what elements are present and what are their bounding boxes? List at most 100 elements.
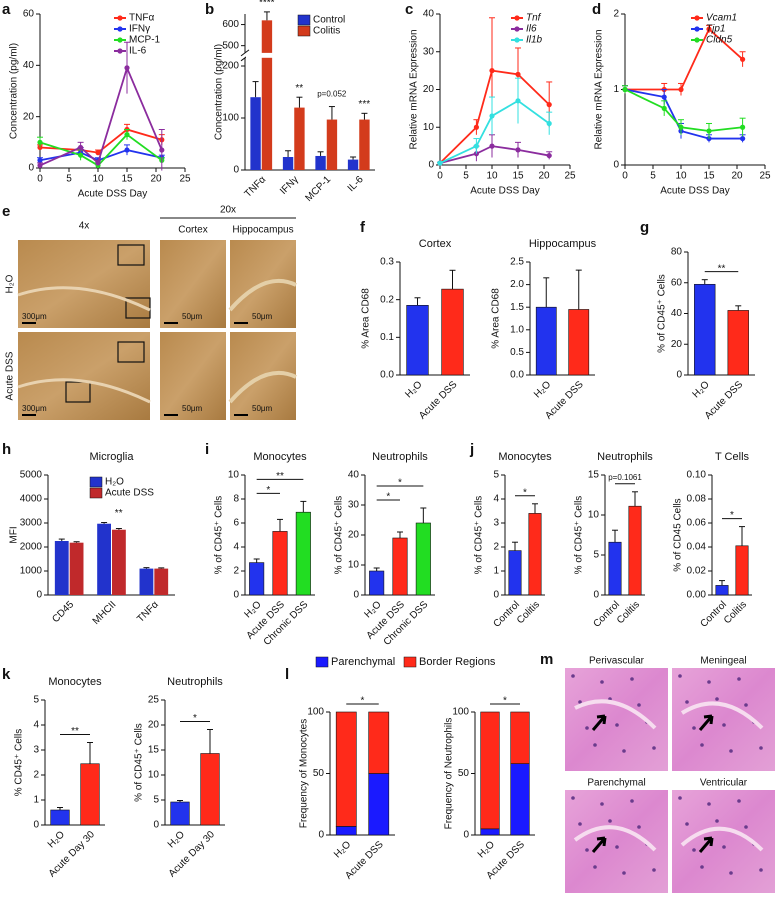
point	[78, 144, 84, 151]
legend-swatch	[403, 656, 417, 668]
panel-letter: d	[592, 1, 601, 18]
legend-swatch	[117, 15, 123, 21]
nucleus	[637, 703, 641, 707]
micrograph	[18, 240, 150, 328]
nucleus	[622, 749, 626, 753]
y-tick-label: 60	[23, 9, 35, 20]
legend-swatch	[694, 37, 700, 43]
y-tick-label: 80	[671, 247, 683, 258]
x-axis-label: Acute DSS Day	[78, 189, 147, 200]
y-axis-label: Relative mRNA Expression	[594, 29, 605, 149]
nucleus	[729, 871, 733, 875]
y-tick-label: 15	[148, 745, 160, 756]
legend-swatch	[89, 487, 103, 499]
x-tick-label: H₂O	[166, 829, 187, 850]
point	[740, 56, 746, 62]
y-tick-label: 10	[423, 122, 435, 133]
significance-label: *	[266, 485, 270, 496]
series-line	[439, 99, 550, 164]
point	[124, 132, 130, 138]
bar	[392, 537, 408, 596]
nucleus	[759, 746, 763, 750]
bar	[359, 119, 370, 170]
bar	[415, 522, 431, 596]
y-tick-label: 40	[671, 308, 683, 319]
x-tick-label: MCP-1	[303, 174, 333, 204]
series-line	[624, 88, 743, 132]
legend-label: Colitis	[313, 26, 340, 37]
legend-swatch	[514, 37, 520, 43]
y-tick-label: 15	[588, 470, 600, 481]
y-tick-label: 0.04	[687, 542, 707, 553]
y-tick-label: 40	[423, 9, 435, 20]
y-tick-label: 20	[423, 84, 435, 95]
nucleus	[637, 825, 641, 829]
bar-segment	[335, 826, 357, 836]
y-tick-label: 0	[36, 590, 42, 601]
nucleus	[678, 796, 682, 800]
x-tick-label: 20	[731, 171, 743, 182]
nucleus	[707, 802, 711, 806]
bar	[154, 568, 169, 595]
x-tick-label: 5	[463, 171, 469, 182]
y-axis-label: MFI	[9, 526, 20, 543]
y-tick-label: 5	[33, 695, 39, 706]
y-tick-label: 20	[148, 720, 160, 731]
y-axis-label: % of CD45⁺ Cells	[334, 496, 345, 575]
bar	[261, 20, 273, 171]
nucleus	[678, 674, 682, 678]
vessel	[680, 826, 764, 852]
bar-segment	[480, 828, 500, 836]
x-tick-label: CD45	[50, 599, 76, 625]
row-label: Acute DSS	[5, 351, 16, 400]
arrow	[698, 714, 714, 731]
axis-gap	[246, 52, 376, 58]
y-tick-label: 100	[452, 707, 469, 718]
bar	[272, 531, 288, 596]
point	[622, 86, 628, 93]
point	[740, 124, 746, 130]
y-axis-label: Frequency of Neutrophils	[444, 718, 455, 830]
y-tick-label: 4	[233, 542, 239, 553]
x-tick-label: 20	[538, 171, 550, 182]
significance-label: **	[718, 263, 726, 274]
point	[706, 128, 712, 134]
y-tick-label: 6	[233, 518, 239, 529]
x-tick-label: TNFα	[243, 174, 269, 200]
row-label: H₂O	[5, 274, 16, 293]
chart-title: Hippocampus	[529, 238, 597, 250]
significance-label: p=0.1061	[608, 473, 642, 482]
tissue-feature	[17, 286, 151, 312]
nucleus	[578, 822, 582, 826]
micrograph	[160, 240, 226, 328]
nucleus	[737, 799, 741, 803]
y-tick-label: 50	[313, 768, 325, 779]
x-tick-label: 5	[66, 174, 72, 185]
bar	[50, 809, 70, 826]
nucleus	[652, 746, 656, 750]
chart-title: Monocytes	[253, 451, 307, 463]
x-tick-label: Control	[698, 599, 729, 630]
y-tick-label: 5	[153, 795, 159, 806]
nucleus	[571, 796, 575, 800]
point	[489, 143, 495, 149]
chart-title: T Cells	[715, 451, 750, 463]
x-tick-label: H₂O	[403, 379, 424, 400]
legend-swatch	[297, 25, 311, 37]
y-tick-label: 0	[28, 163, 34, 174]
significance-label: **	[295, 83, 303, 94]
x-tick-label: 0	[622, 171, 628, 182]
image-title: Meningeal	[700, 656, 746, 667]
y-axis-label: Frequency of Monocytes	[299, 719, 310, 829]
nucleus	[737, 677, 741, 681]
x-tick-label: 10	[92, 174, 104, 185]
nucleus	[615, 845, 619, 849]
chart-title: Monocytes	[498, 451, 552, 463]
y-tick-label: 0.02	[687, 566, 707, 577]
y-tick-label: 2.0	[510, 279, 524, 290]
x-tick-label: IFNγ	[278, 174, 301, 197]
y-tick-label: 2	[493, 542, 499, 553]
y-tick-label: 25	[148, 695, 160, 706]
y-tick-label: 50	[458, 768, 470, 779]
x-tick-label: Colitis	[515, 599, 542, 626]
